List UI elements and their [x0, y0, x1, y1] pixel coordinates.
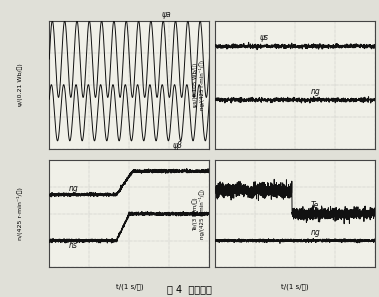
Text: 图 4  实验波形: 图 4 实验波形	[167, 284, 212, 294]
Text: ng: ng	[69, 184, 78, 193]
Text: ψβ: ψβ	[172, 141, 182, 151]
Text: Te: Te	[311, 201, 319, 211]
Text: t/(500 ms/格): t/(500 ms/格)	[274, 164, 317, 170]
Text: ns: ns	[69, 241, 77, 250]
Text: t/(1 s/格): t/(1 s/格)	[281, 283, 309, 290]
Text: (b)转速与磁链幅傀: (b)转速与磁链幅傀	[275, 182, 315, 188]
Text: Te/(3 N·m/格)
ng/(425 r·min⁻¹/格): Te/(3 N·m/格) ng/(425 r·min⁻¹/格)	[193, 189, 205, 239]
Text: ψs: ψs	[260, 33, 269, 42]
Text: ψs/(0.105 Wb/格)
ng/(425 r·min⁻¹/格): ψs/(0.105 Wb/格) ng/(425 r·min⁻¹/格)	[193, 60, 205, 110]
Text: (a)α、β轴磁链: (a)α、β轴磁链	[111, 182, 147, 188]
Text: ng: ng	[311, 87, 321, 96]
Text: n/(425 r·min⁻¹/格): n/(425 r·min⁻¹/格)	[17, 187, 23, 240]
Text: t/(1 s/格): t/(1 s/格)	[116, 283, 143, 290]
Text: ψa: ψa	[161, 10, 171, 19]
Text: ng: ng	[311, 228, 321, 237]
Text: ψ/(0.21 Wb/格): ψ/(0.21 Wb/格)	[18, 63, 23, 106]
Text: t/(25 ms/格): t/(25 ms/格)	[110, 164, 149, 170]
